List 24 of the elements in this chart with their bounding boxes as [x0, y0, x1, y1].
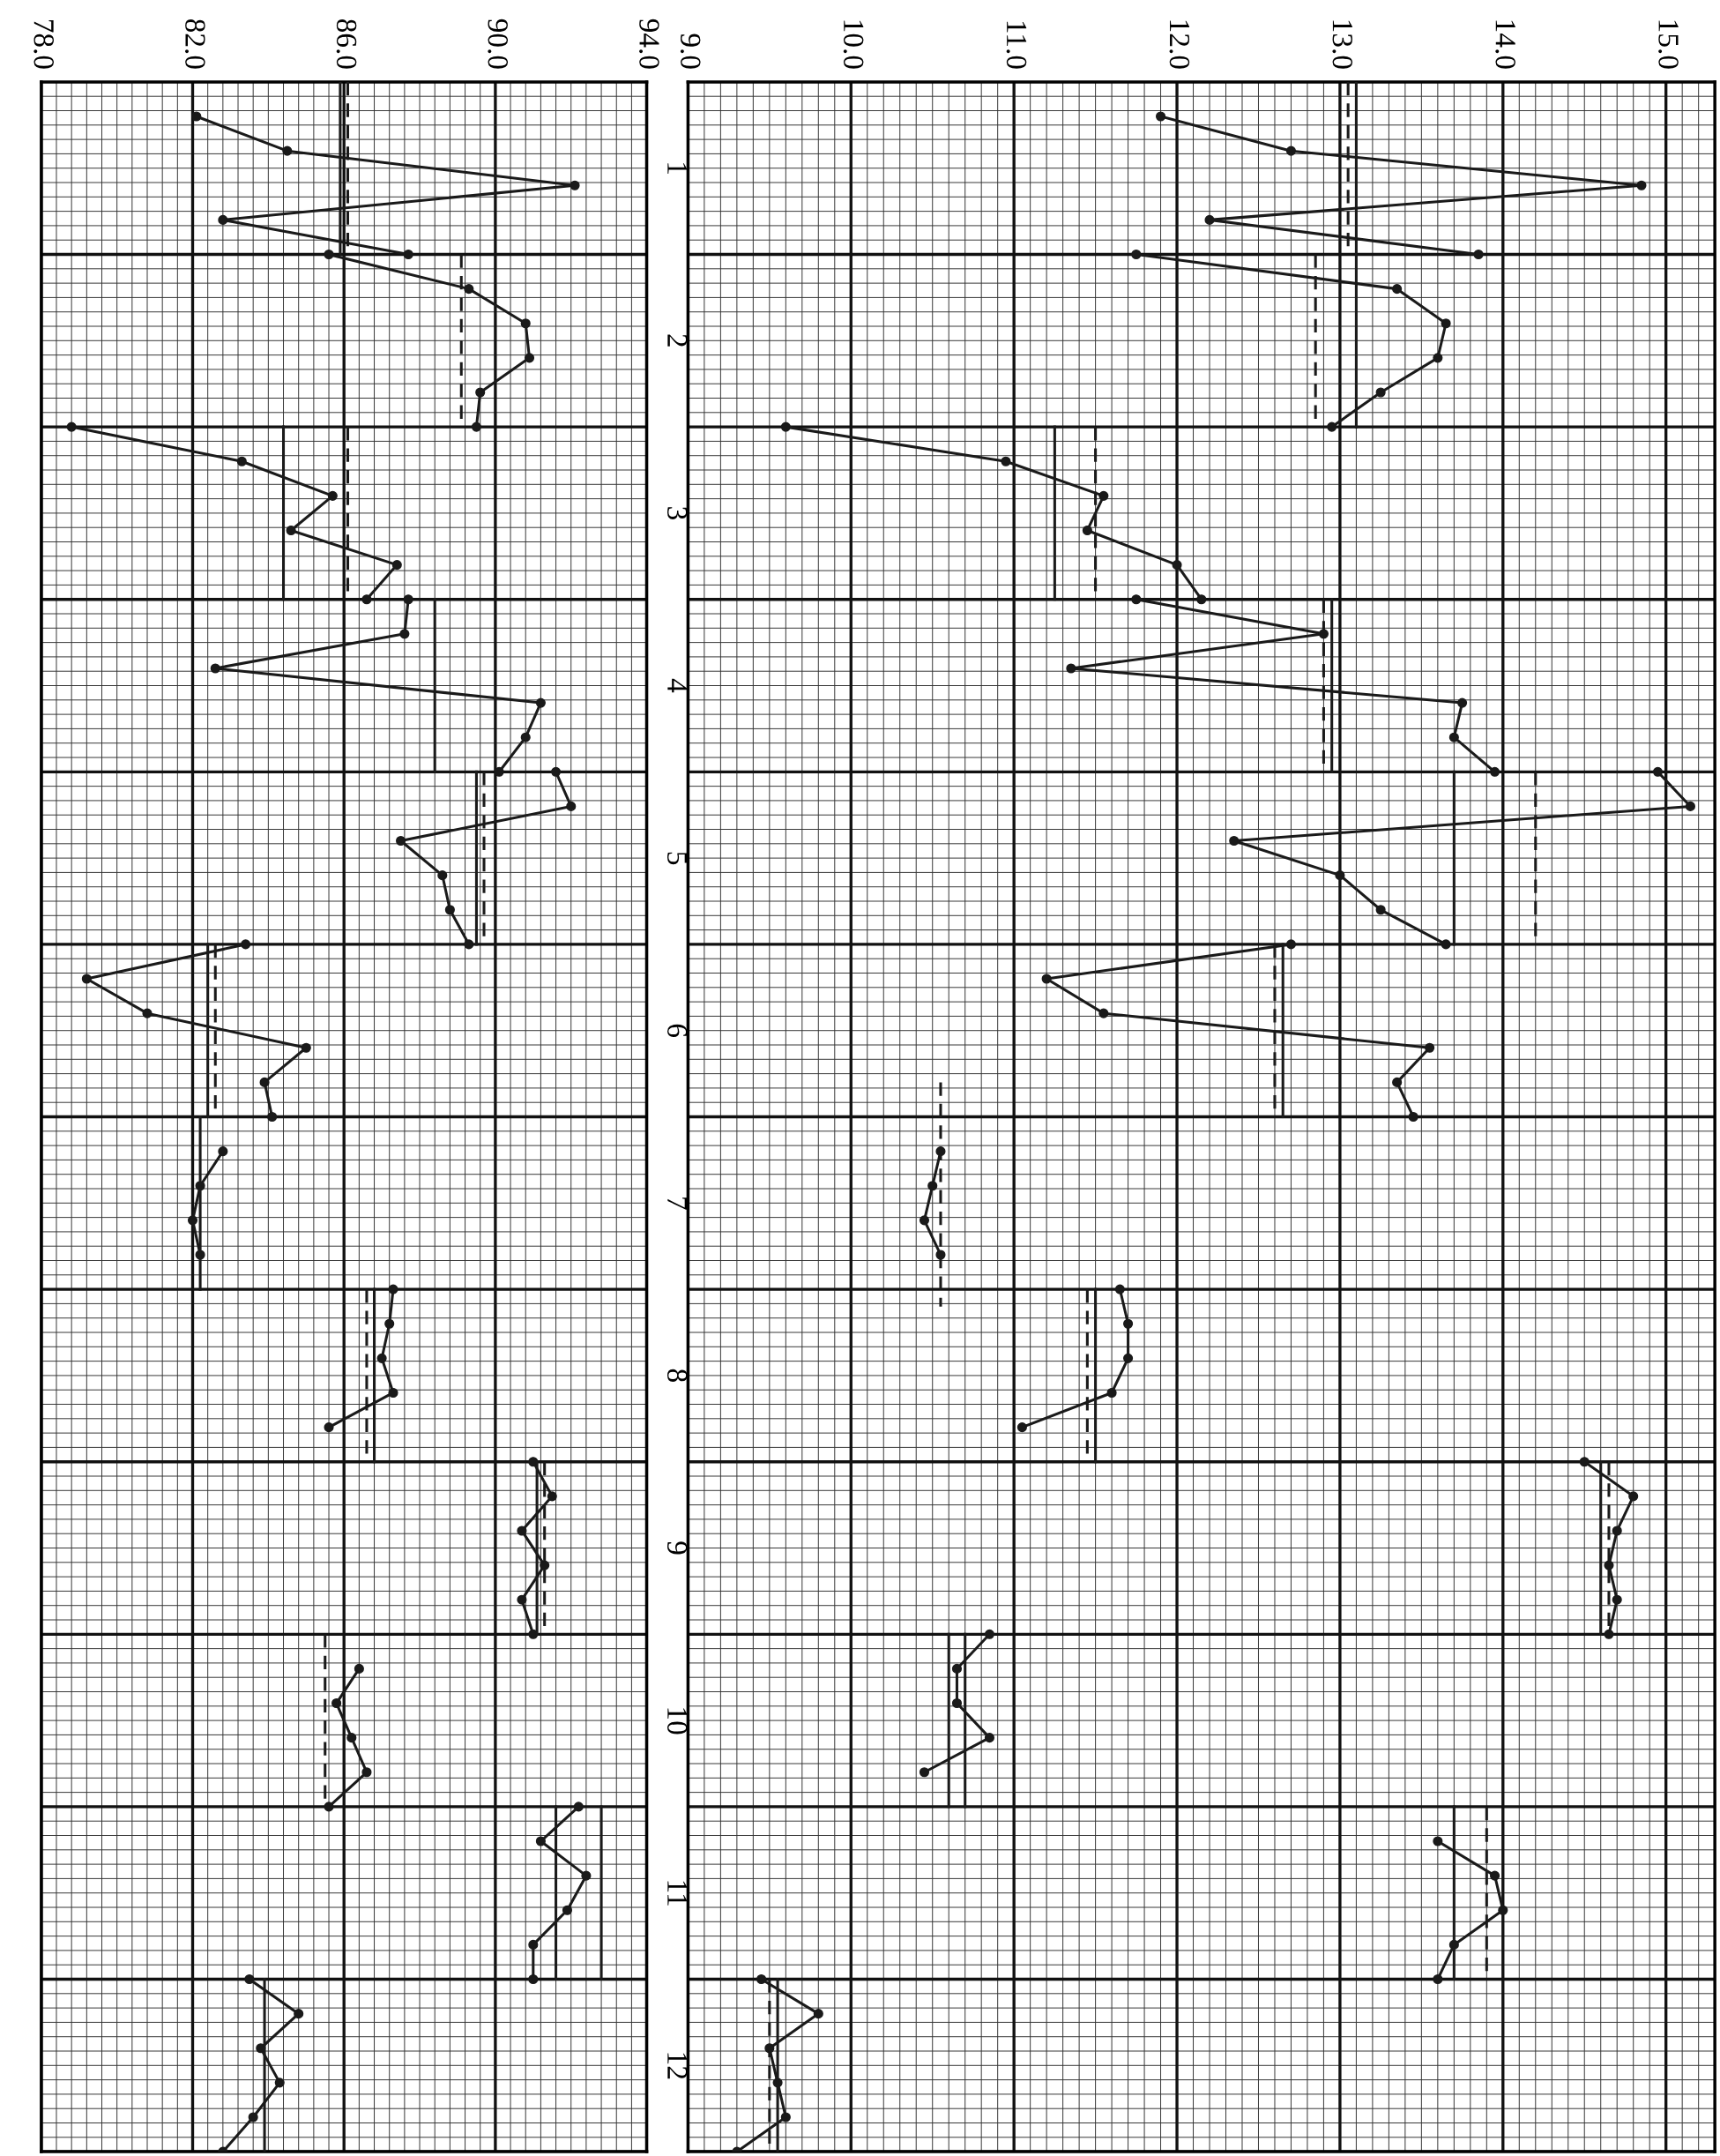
y-tick-label: 8	[667, 1369, 688, 1382]
x-tick-label: 86.0	[336, 19, 357, 69]
y-tick-label: 12	[667, 2053, 688, 2079]
y-tick-label: 1	[667, 163, 688, 175]
y-tick-label: 4	[667, 678, 688, 693]
y-tick-label: 11	[667, 1881, 688, 1906]
y-tick-label: 5	[667, 852, 688, 865]
x-tick-label: 78.0	[34, 19, 54, 69]
x-tick-label: 11.0	[1006, 21, 1027, 69]
x-tick-label: 90.0	[488, 19, 509, 69]
y-tick-label: 3	[667, 507, 688, 519]
x-tick-label: 10.0	[843, 20, 864, 69]
y-tick-label: 2	[667, 334, 688, 347]
x-tick-label: 14.0	[1495, 20, 1515, 69]
y-tick-label: 9	[667, 1541, 688, 1555]
x-tick-label: 9.0	[680, 34, 701, 69]
x-tick-label: 13.0	[1332, 20, 1353, 69]
y-tick-label: 6	[667, 1024, 688, 1038]
x-tick-label: 12.0	[1169, 20, 1190, 69]
x-tick-label: 94.0	[639, 19, 659, 69]
y-tick-label: 10	[667, 1708, 688, 1734]
x-tick-label: 82.0	[185, 19, 205, 69]
x-tick-label: 15.0	[1658, 20, 1679, 69]
y-tick-label: 7	[667, 1197, 688, 1210]
